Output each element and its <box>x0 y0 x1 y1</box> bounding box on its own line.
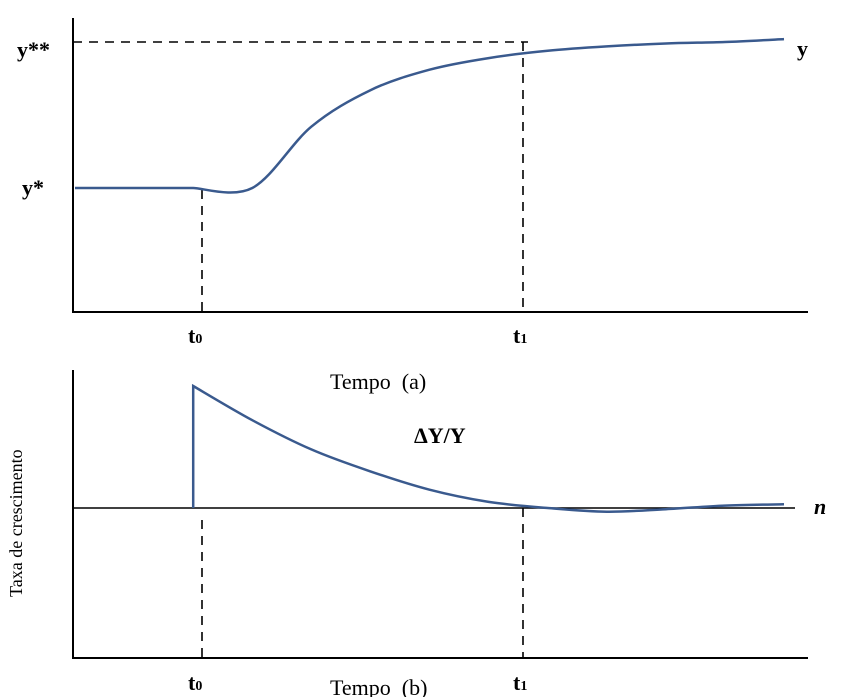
panel-a-x-axis-title: Tempo (a) <box>330 369 426 394</box>
panel-b-x-axis-title: Tempo (b) <box>330 675 427 697</box>
panel-a: y** y* y t0 t1 Tempo (a) <box>17 18 808 394</box>
panel-a-y-tick-label: y** <box>17 37 50 62</box>
panel-b-growth-curve <box>191 383 785 513</box>
panel-a-output-curve <box>75 37 785 194</box>
panel-a-series-label: y <box>797 36 808 61</box>
panel-b: Taxa de crescimento ΔY/Y n t0 t1 Tempo (… <box>6 370 826 697</box>
panel-b-x-tick-label: t0 <box>188 670 202 695</box>
panel-b-reference-label: n <box>814 494 826 519</box>
panel-a-y-tick-label: y* <box>22 175 44 200</box>
panel-b-y-axis-title: Taxa de crescimento <box>6 449 26 597</box>
panel-a-x-tick-label: t1 <box>513 323 527 348</box>
panel-b-annotation: ΔY/Y <box>414 423 466 448</box>
panel-a-x-tick-label: t0 <box>188 323 202 348</box>
panel-b-x-tick-label: t1 <box>513 670 527 695</box>
